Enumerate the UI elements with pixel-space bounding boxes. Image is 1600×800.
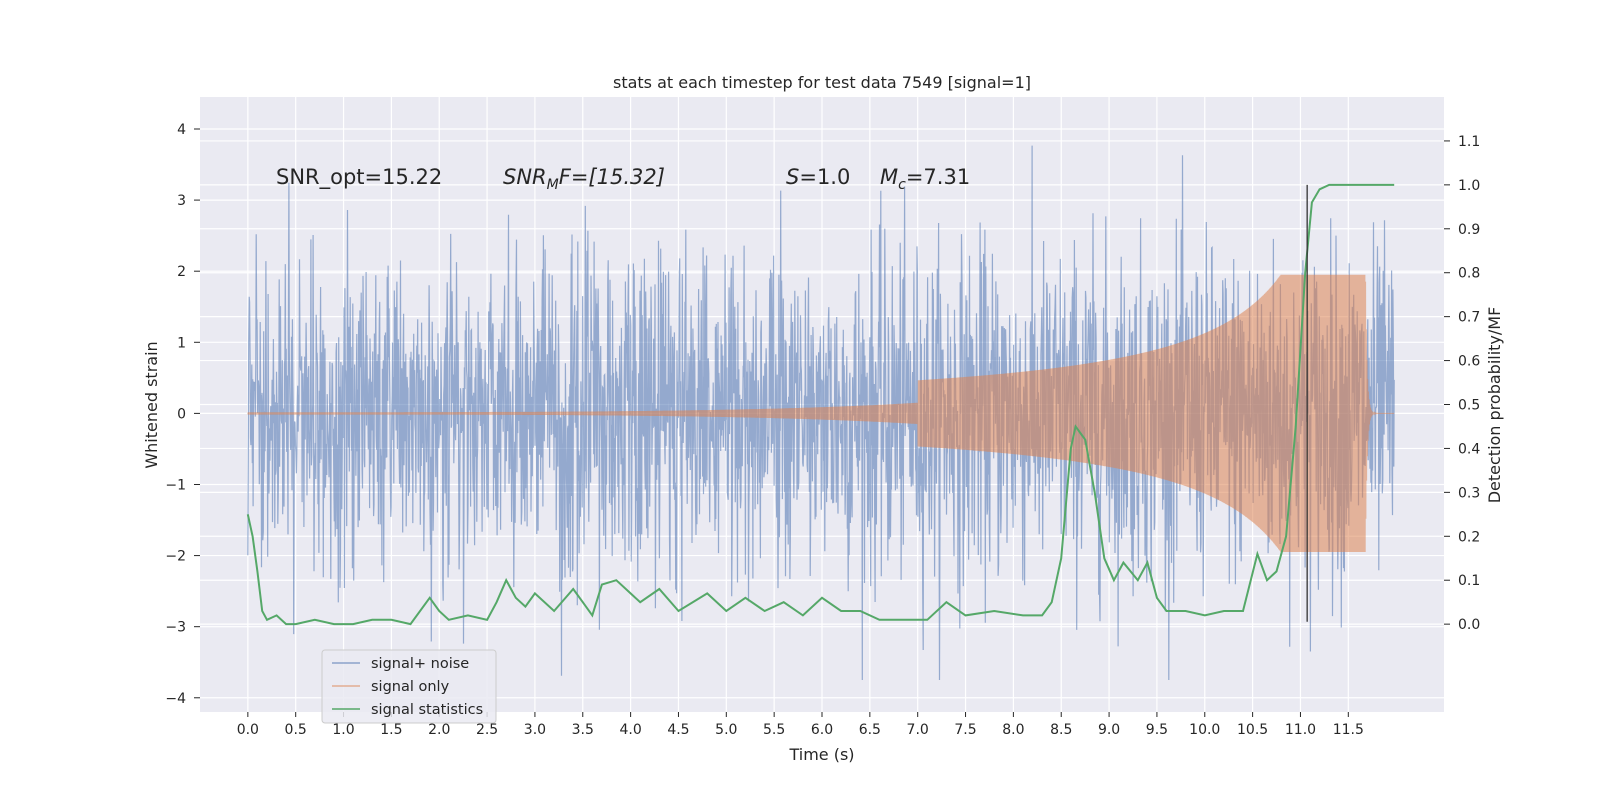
x-tick-label: 0.0 xyxy=(237,722,259,738)
annotation-s: S=1.0 xyxy=(786,165,850,189)
x-tick-label: 7.5 xyxy=(954,722,976,738)
annotation-snr-opt: SNR_opt=15.22 xyxy=(276,165,442,190)
x-tick-label: 10.0 xyxy=(1189,722,1220,738)
x-tick-label: 9.0 xyxy=(1098,722,1120,738)
y2-tick-label: 0.7 xyxy=(1458,310,1480,326)
x-tick-label: 1.5 xyxy=(380,722,402,738)
x-tick-label: 8.5 xyxy=(1050,722,1072,738)
y-tick-label: 2 xyxy=(177,264,186,280)
x-tick-label: 8.0 xyxy=(1002,722,1024,738)
annotation-mc: Mc=7.31 xyxy=(880,165,970,193)
x-tick-label: 5.5 xyxy=(763,722,785,738)
series-layer xyxy=(246,145,1395,681)
y-tick-label: 0 xyxy=(177,406,186,422)
y-tick-label: −4 xyxy=(165,691,186,707)
x-tick-label: 1.0 xyxy=(332,722,354,738)
x-tick-label: 10.5 xyxy=(1237,722,1268,738)
x-tick-label: 2.0 xyxy=(428,722,450,738)
series-signal-statistics xyxy=(246,183,1395,626)
y2-tick-label: 0.3 xyxy=(1458,485,1480,501)
y-tick-label: −2 xyxy=(165,549,186,565)
x-tick-label: 9.5 xyxy=(1146,722,1168,738)
series-signal-only xyxy=(247,274,1395,553)
y2-tick-label: 0.2 xyxy=(1458,529,1480,545)
axes: 0.0 0.5 1.0 1.5 2.0 2.5 3.0 3.5 4.0 4.5 5.0 5.5 6.0 6… xyxy=(165,122,1480,738)
x-tick-label: 3.0 xyxy=(524,722,546,738)
legend-label-signal-only: signal only xyxy=(371,679,450,695)
legend-box xyxy=(321,649,497,724)
x-tick-label: 5.0 xyxy=(715,722,737,738)
y2-axis-label: Detection probability/MF xyxy=(1485,307,1504,504)
x-tick-label: 6.5 xyxy=(859,722,881,738)
y2-tick-label: 0.1 xyxy=(1458,573,1480,589)
y2-tick-label: 0.5 xyxy=(1458,398,1480,414)
x-tick-label: 11.5 xyxy=(1333,722,1364,738)
x-tick-label: 0.5 xyxy=(285,722,307,738)
series-signal-noise xyxy=(247,145,1395,681)
y-tick-label: 4 xyxy=(177,122,186,138)
legend: signal+ noise signal only signal statist… xyxy=(321,649,497,724)
x-axis-label: Time (s) xyxy=(788,745,854,764)
y-tick-label: 1 xyxy=(177,335,186,351)
x-tick-label: 2.5 xyxy=(476,722,498,738)
legend-label-signal-statistics: signal statistics xyxy=(371,702,483,718)
x-tick-label: 6.0 xyxy=(811,722,833,738)
x-tick-label: 4.0 xyxy=(619,722,641,738)
y2-tick-label: 1.1 xyxy=(1458,134,1480,150)
x-tick-label: 7.0 xyxy=(907,722,929,738)
y-axis-label: Whitened strain xyxy=(142,341,161,468)
y2-tick-label: 0.4 xyxy=(1458,441,1480,457)
y-tick-label: −3 xyxy=(165,620,186,636)
x-tick-label: 3.5 xyxy=(572,722,594,738)
y2-tick-label: 0.9 xyxy=(1458,222,1480,238)
legend-label-signal-noise: signal+ noise xyxy=(371,656,469,672)
y2-tick-label: 0.6 xyxy=(1458,354,1480,370)
x-tick-label: 4.5 xyxy=(667,722,689,738)
y-tick-label: −1 xyxy=(165,477,186,493)
chart-title: stats at each timestep for test data 754… xyxy=(613,73,1031,92)
y2-tick-label: 0.0 xyxy=(1458,617,1480,633)
y2-tick-label: 0.8 xyxy=(1458,266,1480,282)
y-tick-label: 3 xyxy=(177,193,186,209)
x-tick-label: 11.0 xyxy=(1285,722,1316,738)
y2-tick-label: 1.0 xyxy=(1458,178,1480,194)
annotation-snr-mf: SNRMF=[15.32] xyxy=(503,165,665,193)
